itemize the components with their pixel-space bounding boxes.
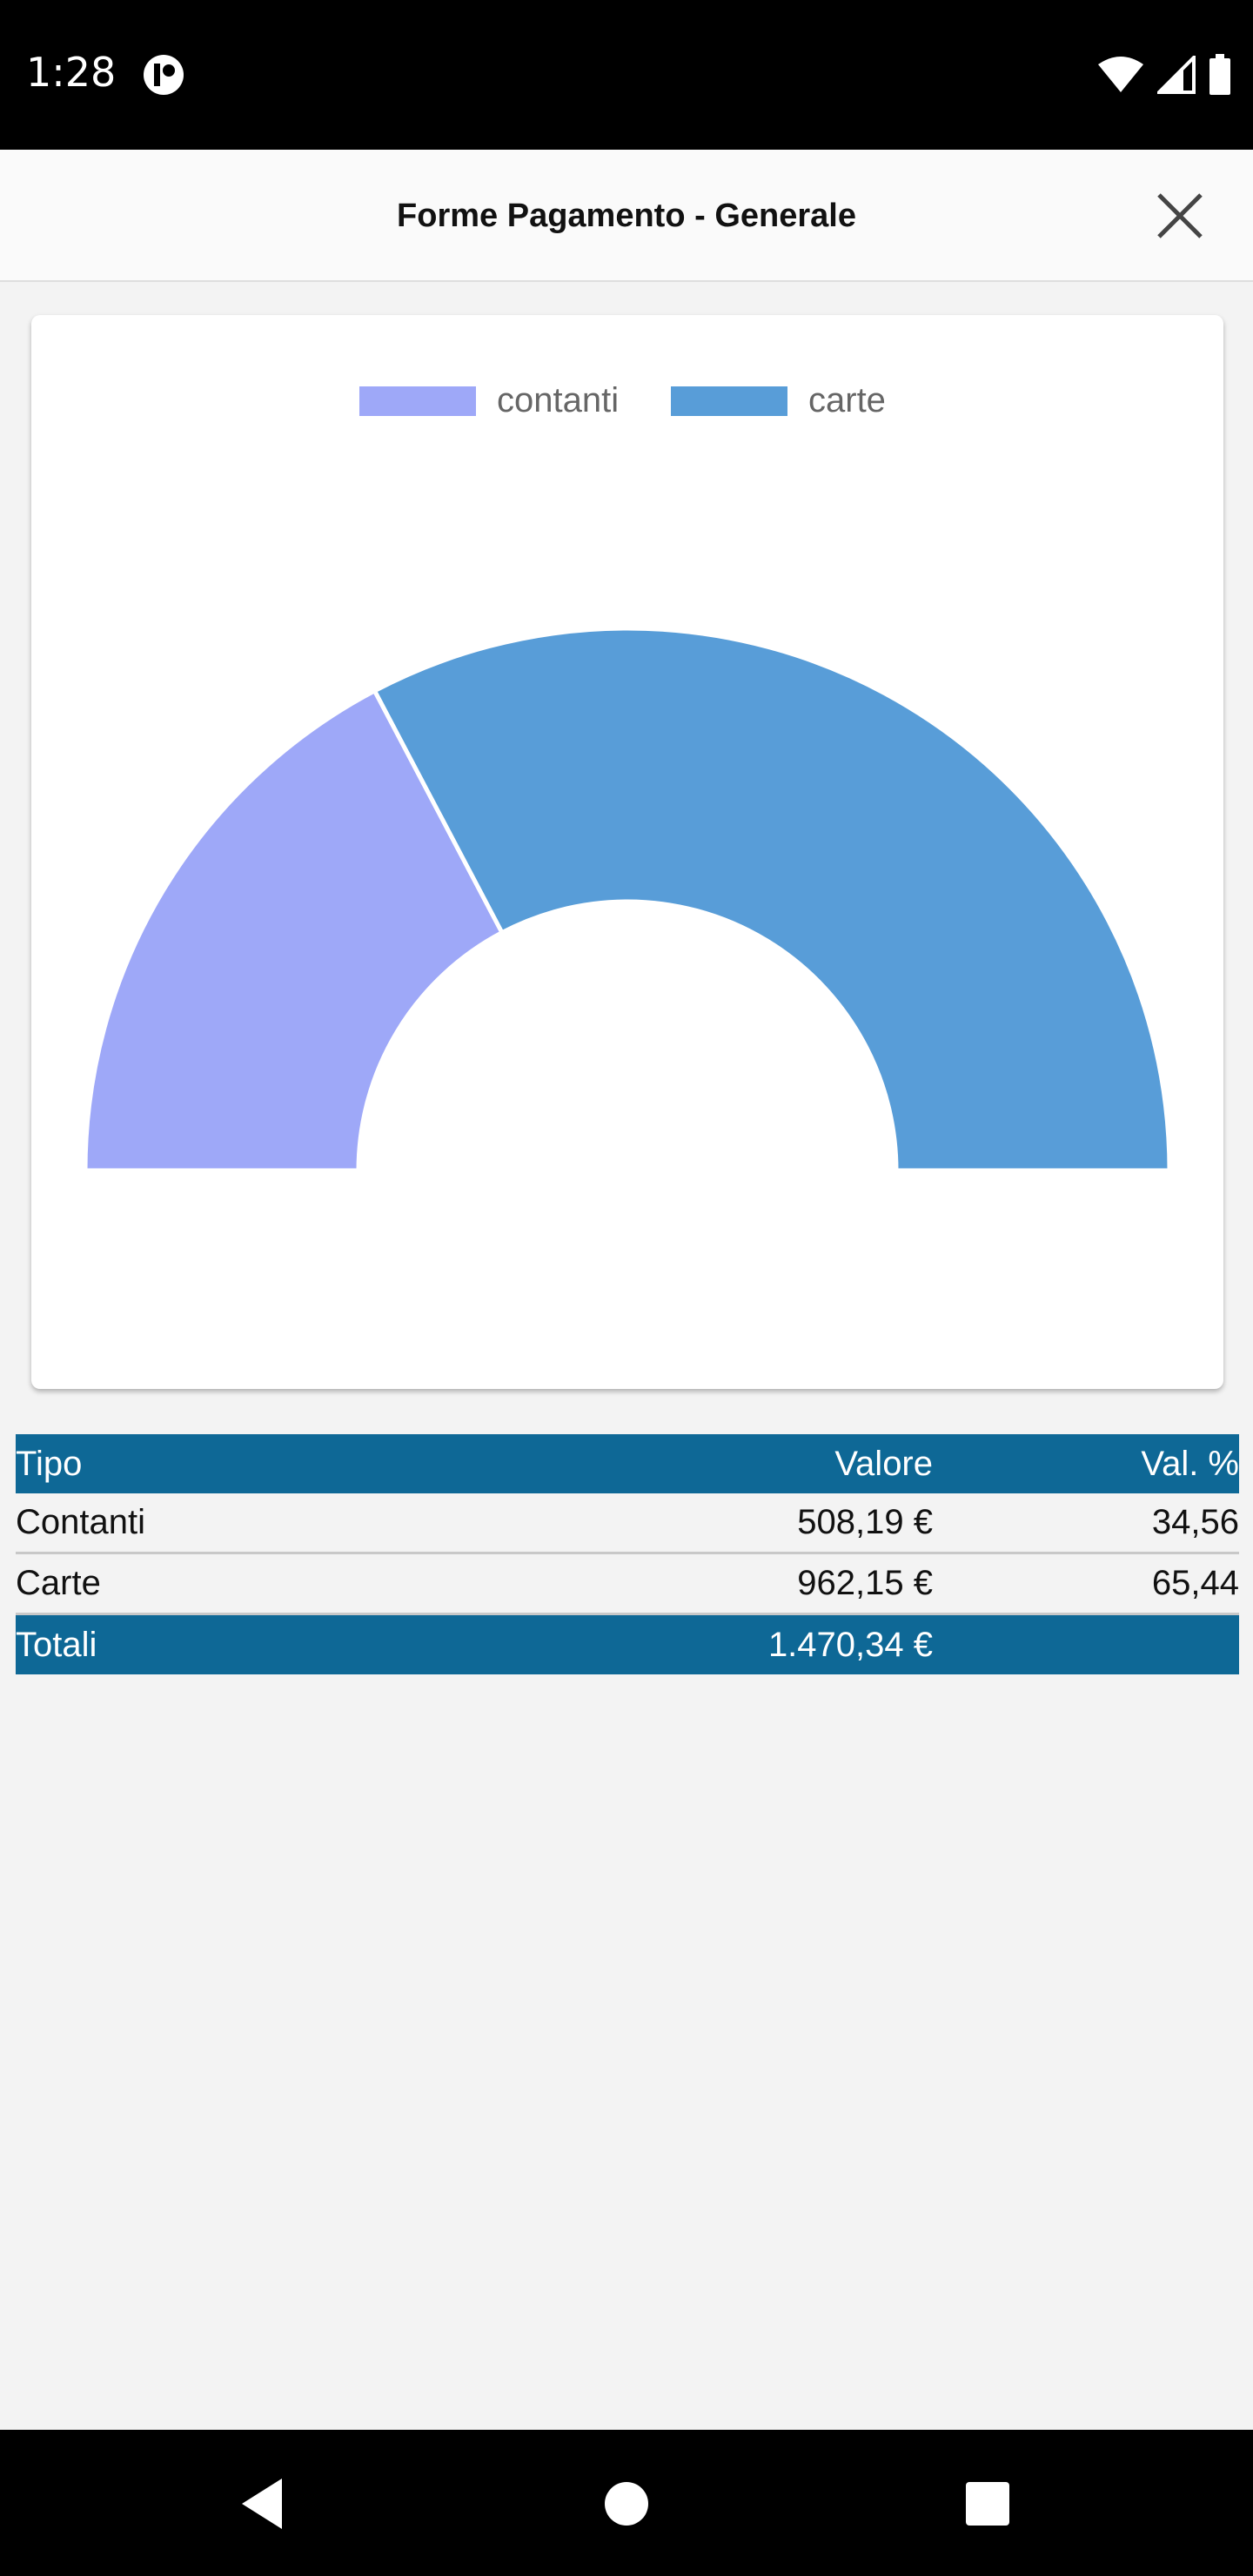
status-time: 1:28 — [26, 49, 117, 96]
header-valore: Valore — [834, 1444, 933, 1483]
row-tipo: Carte — [16, 1564, 101, 1602]
table-row: Carte 962,15 € 65,44 — [16, 1554, 1239, 1615]
app-header: Forme Pagamento - Generale — [0, 150, 1253, 282]
legend-label-contanti[interactable]: contanti — [497, 381, 619, 419]
legend-label-carte[interactable]: carte — [808, 381, 886, 419]
close-icon[interactable] — [1150, 186, 1209, 245]
row-percent: 65,44 — [1151, 1564, 1239, 1602]
row-percent: 34,56 — [1151, 1503, 1239, 1541]
footer-valore: 1.470,34 € — [767, 1625, 933, 1664]
page-title: Forme Pagamento - Generale — [397, 198, 856, 234]
app-notification-icon — [144, 55, 184, 95]
header-percent: Val. % — [1141, 1444, 1239, 1483]
legend-swatch-carte[interactable] — [671, 386, 787, 416]
row-valore: 962,15 € — [797, 1564, 933, 1602]
home-icon[interactable] — [587, 2465, 666, 2543]
header-tipo: Tipo — [16, 1444, 83, 1483]
battery-icon — [1209, 54, 1230, 95]
table-row: Contanti 508,19 € 34,56 — [16, 1493, 1239, 1554]
legend-swatch-contanti[interactable] — [359, 386, 476, 416]
navigation-bar — [0, 2430, 1253, 2576]
row-valore: 508,19 € — [797, 1503, 933, 1541]
recents-icon[interactable] — [948, 2465, 1027, 2543]
payment-table: Tipo Valore Val. % Contanti 508,19 € 34,… — [16, 1434, 1239, 1674]
row-tipo: Contanti — [16, 1503, 145, 1541]
table-footer-row: Totali 1.470,34 € — [16, 1615, 1239, 1674]
signal-icon — [1157, 56, 1196, 94]
slice-contanti[interactable] — [83, 688, 506, 1173]
table-header-row: Tipo Valore Val. % — [16, 1434, 1239, 1493]
slice-carte[interactable] — [372, 626, 1172, 1173]
back-icon[interactable] — [224, 2465, 303, 2543]
half-doughnut-chart: contanti carte — [83, 381, 1172, 1173]
status-bar: 1:28 — [0, 0, 1253, 150]
wifi-icon — [1098, 57, 1143, 92]
chart-card: contanti carte — [31, 315, 1223, 1389]
footer-tipo: Totali — [16, 1625, 97, 1664]
